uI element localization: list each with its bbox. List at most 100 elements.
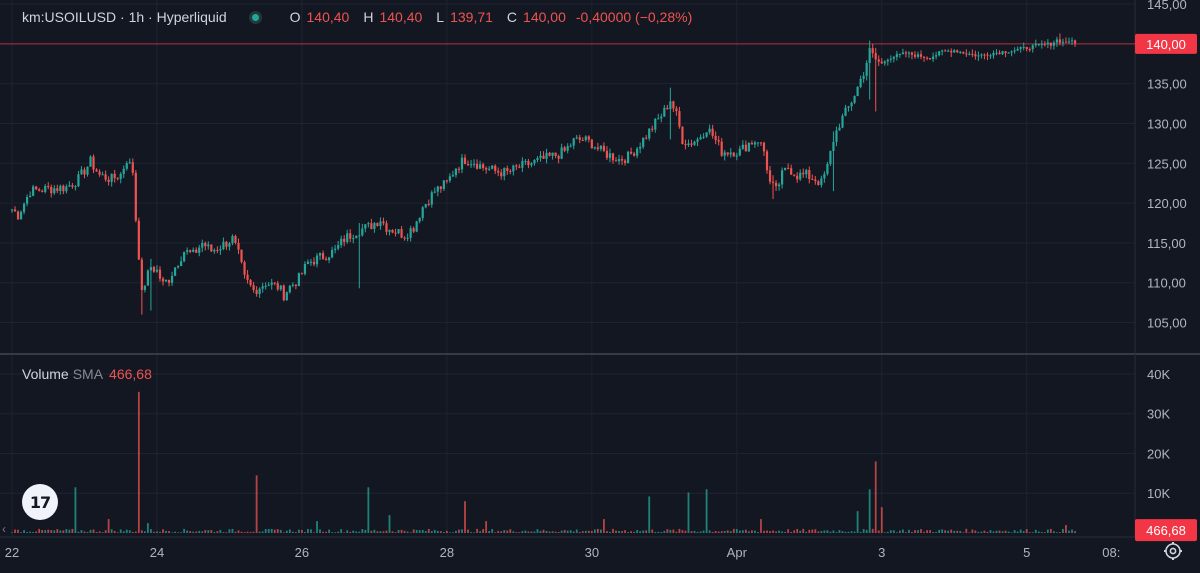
candle-body bbox=[732, 152, 735, 157]
candle-body bbox=[910, 52, 914, 55]
candle-body bbox=[346, 233, 349, 242]
volume-bar bbox=[711, 531, 714, 533]
volume-bar bbox=[717, 531, 720, 533]
candle-body bbox=[62, 185, 65, 192]
candle-body bbox=[131, 162, 134, 173]
volume-bar bbox=[895, 532, 898, 533]
candle-body bbox=[977, 55, 980, 57]
candle-body bbox=[222, 241, 225, 250]
volume-bar bbox=[397, 530, 400, 533]
candle-body bbox=[681, 126, 684, 145]
candle-body bbox=[167, 279, 171, 283]
volume-bar bbox=[693, 530, 696, 533]
volume-bar bbox=[479, 531, 481, 533]
volume-bar bbox=[376, 531, 379, 533]
market-status-icon[interactable] bbox=[248, 10, 262, 24]
candle-body bbox=[460, 157, 464, 170]
volume-bar bbox=[995, 530, 998, 533]
volume-bar bbox=[908, 529, 910, 533]
volume-bar bbox=[101, 532, 104, 533]
candle-body bbox=[22, 203, 26, 212]
volume-bar bbox=[932, 532, 934, 533]
volume-bar bbox=[86, 532, 89, 533]
volume-bar bbox=[612, 528, 614, 533]
candle-body bbox=[403, 237, 406, 239]
volume-bar bbox=[310, 529, 312, 533]
candle-body bbox=[620, 158, 624, 161]
low-value: 139,71 bbox=[450, 9, 493, 25]
candle-body bbox=[907, 52, 911, 54]
tradingview-logo-icon[interactable]: 17 bbox=[22, 484, 58, 520]
candle-body bbox=[868, 48, 871, 63]
volume-bar bbox=[569, 530, 572, 533]
volume-bar bbox=[137, 391, 140, 533]
candle-body bbox=[59, 185, 62, 191]
volume-bar bbox=[829, 531, 832, 533]
volume-bar bbox=[572, 531, 575, 533]
volume-axis[interactable]: 10K 20K 30K 40K bbox=[1147, 367, 1170, 501]
candle-body bbox=[708, 128, 711, 133]
volume-bar bbox=[41, 530, 44, 533]
candle-body bbox=[95, 169, 98, 172]
volume-bar bbox=[68, 529, 71, 533]
candle-body bbox=[340, 238, 343, 246]
scroll-left-icon[interactable]: ‹ bbox=[2, 522, 6, 536]
candle-body bbox=[71, 185, 74, 187]
time-axis[interactable]: 22 24 26 28 30 Apr 3 5 08: bbox=[5, 545, 1121, 560]
volume-bar bbox=[267, 528, 270, 533]
volume-bar bbox=[868, 489, 871, 533]
symbol-title[interactable]: km:USOILUSD · 1h · Hyperliquid bbox=[22, 9, 227, 25]
candle-body bbox=[44, 186, 47, 192]
volume-bar bbox=[174, 531, 176, 533]
volume-bar bbox=[699, 531, 702, 533]
candle-body bbox=[542, 155, 545, 159]
volume-bar bbox=[512, 531, 515, 533]
volume-bar bbox=[430, 531, 433, 533]
volume-bar bbox=[503, 530, 506, 533]
candle-body bbox=[246, 274, 249, 280]
volume-bar bbox=[455, 530, 457, 533]
candle-body bbox=[602, 145, 606, 151]
candle-body bbox=[331, 249, 334, 258]
candle-body bbox=[101, 174, 104, 176]
candle-body bbox=[865, 62, 868, 76]
candle-body bbox=[705, 132, 708, 137]
volume-sma-value: 466,68 bbox=[109, 366, 152, 382]
volume-bar bbox=[645, 530, 648, 533]
time-tick-label: 26 bbox=[295, 545, 309, 560]
volume-bar bbox=[781, 531, 783, 533]
candle-body bbox=[231, 235, 234, 244]
volume-last-label: 466,68 bbox=[1146, 523, 1186, 538]
volume-bar bbox=[180, 532, 183, 533]
candle-body bbox=[234, 235, 237, 243]
candle-body bbox=[605, 150, 609, 158]
volume-bar bbox=[213, 532, 216, 533]
candle-body bbox=[989, 55, 992, 57]
volume-bar bbox=[1071, 529, 1073, 533]
volume-bar bbox=[811, 529, 814, 533]
volume-bar bbox=[527, 531, 530, 533]
volume-bar bbox=[817, 531, 820, 533]
volume-bar bbox=[606, 531, 608, 533]
candle-body bbox=[744, 144, 747, 152]
settings-gear-icon[interactable] bbox=[1163, 541, 1183, 561]
volume-bar bbox=[853, 531, 856, 533]
volume-bar bbox=[950, 529, 953, 533]
volume-bar bbox=[735, 529, 738, 533]
candle-body bbox=[264, 285, 267, 287]
volume-legend[interactable]: Volume SMA 466,68 bbox=[22, 366, 152, 382]
price-axis[interactable]: 105,00 110,00 115,00 120,00 125,00 130,00 135,… bbox=[1147, 0, 1187, 331]
volume-bar bbox=[883, 532, 886, 533]
volume-bar bbox=[790, 531, 793, 533]
volume-bar bbox=[20, 532, 22, 533]
candle-body bbox=[80, 169, 83, 175]
volume-bar bbox=[1031, 532, 1034, 533]
candle-body bbox=[189, 250, 192, 252]
candle-body bbox=[361, 228, 364, 236]
volume-bar bbox=[754, 530, 756, 533]
volume-bar bbox=[1040, 532, 1043, 533]
volume-bar bbox=[874, 461, 877, 533]
candle-body bbox=[373, 223, 376, 229]
candle-body bbox=[802, 172, 805, 175]
